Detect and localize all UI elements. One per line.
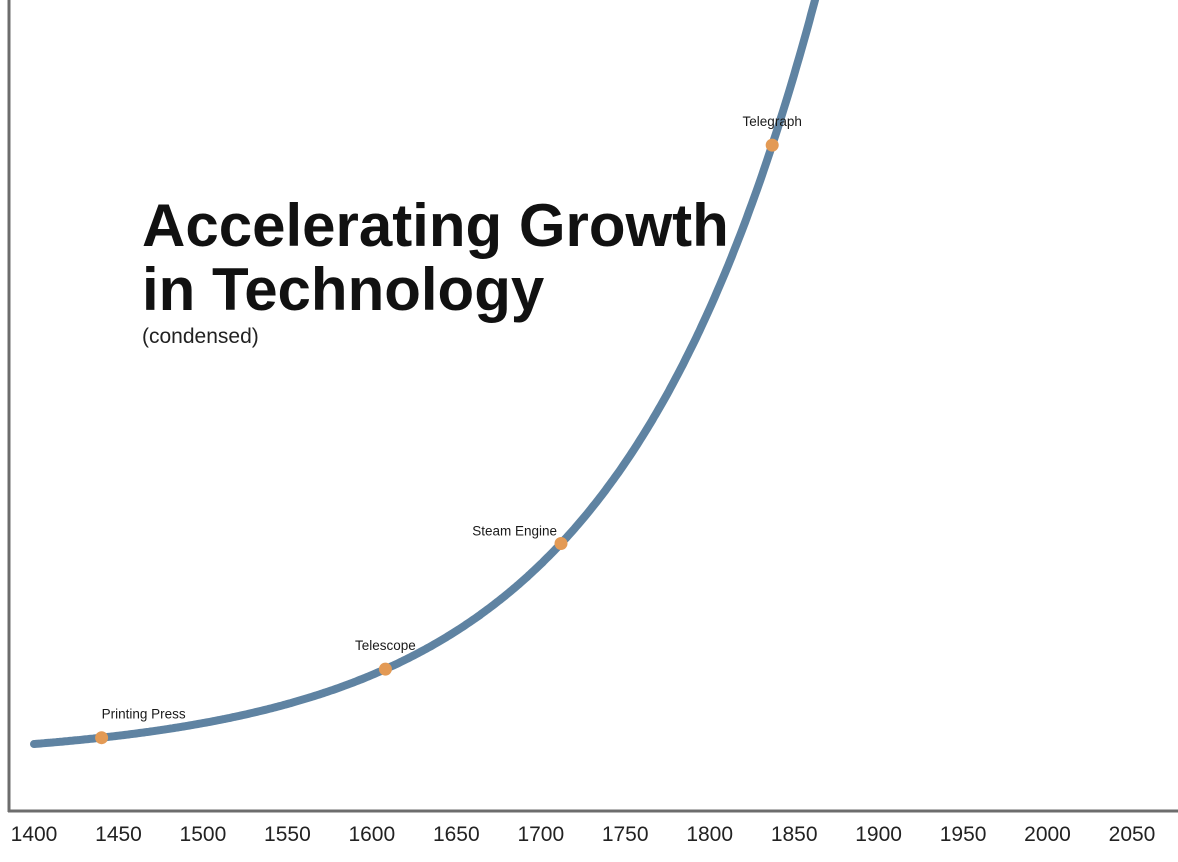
x-tick-label: 1550 — [264, 823, 311, 846]
data-points — [95, 138, 779, 745]
x-tick-label: 1750 — [602, 823, 649, 846]
x-tick-label: 1700 — [517, 823, 564, 846]
data-point — [554, 537, 568, 550]
x-tick-label: 1500 — [180, 823, 227, 846]
x-tick-label: 2000 — [1024, 823, 1071, 846]
data-label: Telegraph — [743, 114, 802, 129]
x-tick-label: 1950 — [940, 823, 987, 846]
chart-subtitle: (condensed) — [142, 325, 259, 348]
x-tick-label: 1650 — [433, 823, 480, 846]
x-axis-ticks: 1400 1450 1500 1550 1600 1650 1700 1750 1800 1850… — [11, 823, 1156, 846]
data-point — [95, 731, 109, 745]
data-label: Telescope — [355, 638, 416, 653]
x-tick-label: 1850 — [771, 823, 818, 846]
data-label: Steam Engine — [472, 524, 557, 539]
x-tick-label: 1400 — [11, 823, 58, 846]
series-line — [30, 0, 820, 748]
data-point — [765, 138, 779, 152]
chart-title-line1: Accelerating Growth — [142, 192, 729, 259]
x-tick-label: 1450 — [95, 823, 142, 846]
x-tick-label: 1900 — [855, 823, 902, 846]
data-point — [378, 662, 392, 676]
x-tick-label: 1600 — [348, 823, 395, 846]
x-tick-label: 2050 — [1109, 823, 1156, 846]
x-tick-label: 1800 — [686, 823, 733, 846]
data-labels: Printing Press Telescope Steam Engine Teleg… — [102, 114, 802, 722]
data-label: Printing Press — [102, 707, 186, 722]
chart-title-line2: in Technology — [142, 256, 545, 323]
